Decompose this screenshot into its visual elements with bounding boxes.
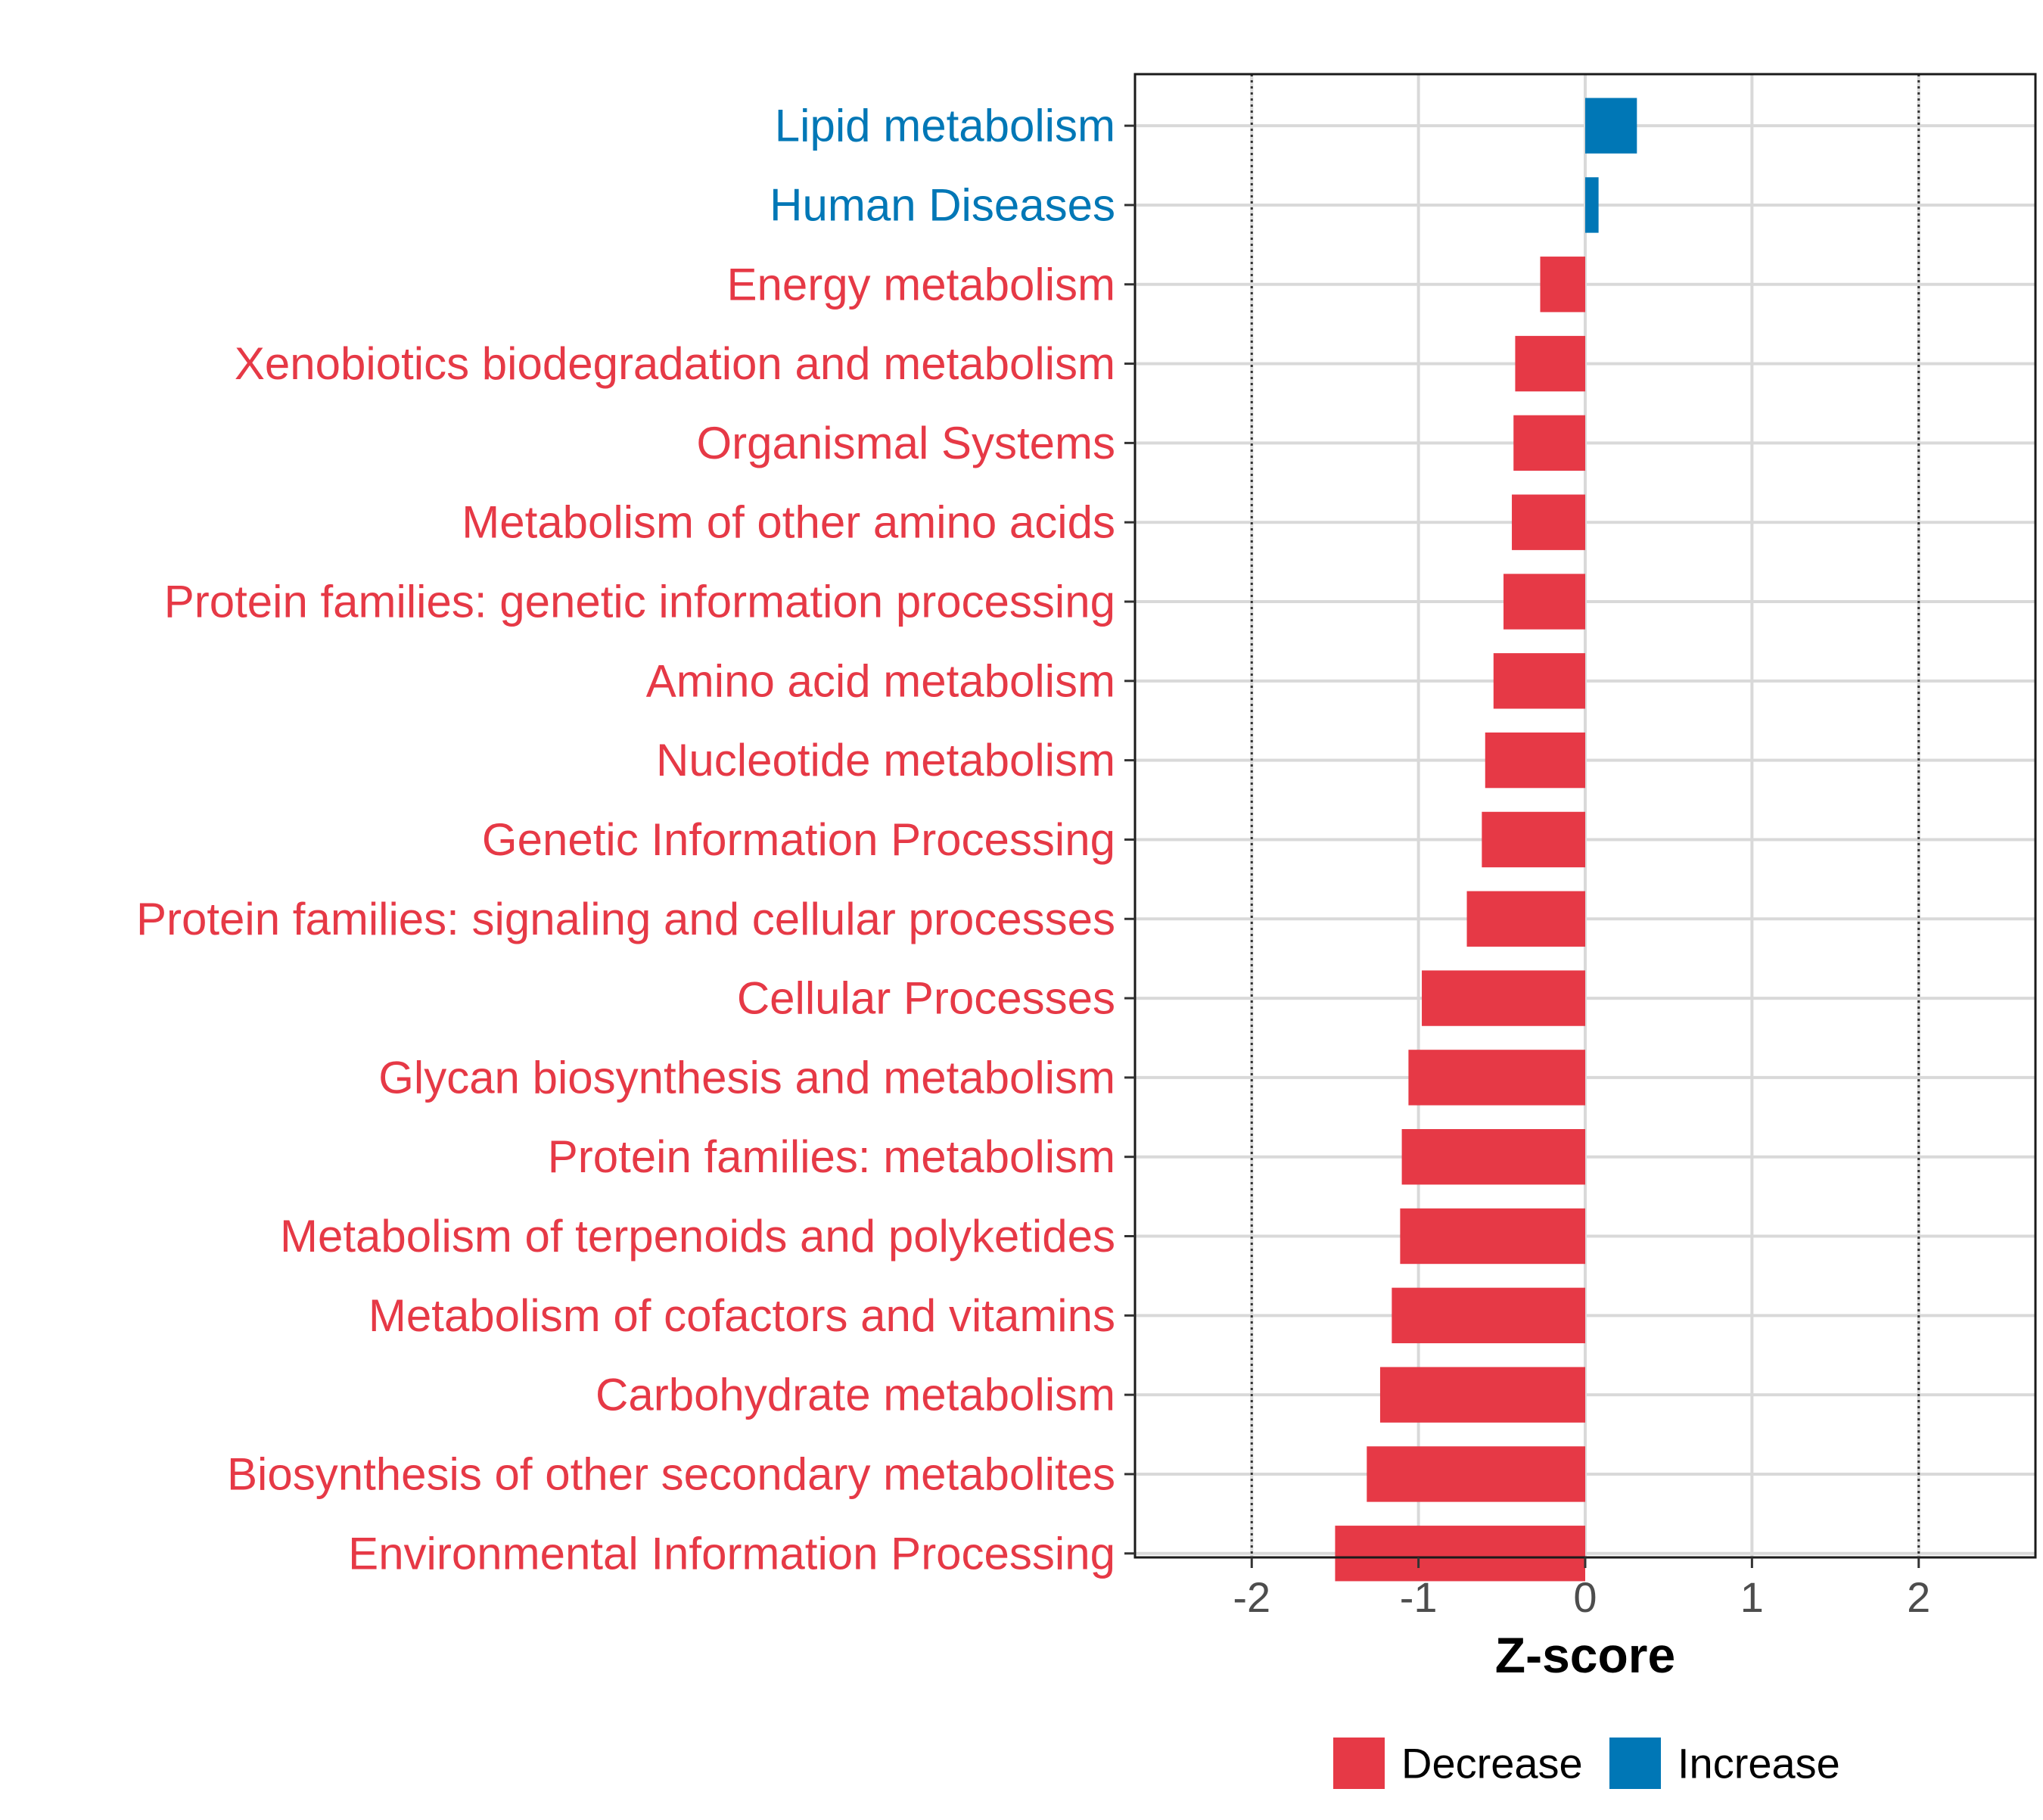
legend: Decrease Increase (1333, 1738, 1840, 1789)
x-tick-label-2: 0 (1573, 1573, 1597, 1621)
legend-swatch-0 (1333, 1738, 1385, 1789)
category-label-9: Genetic Information Processing (482, 814, 1115, 865)
bar-10 (1466, 891, 1585, 947)
legend-swatch-1 (1609, 1738, 1661, 1789)
x-tick-label-0: -2 (1233, 1573, 1270, 1621)
category-label-18: Environmental Information Processing (348, 1528, 1115, 1579)
category-label-13: Protein families: metabolism (548, 1131, 1115, 1182)
bar-0 (1585, 98, 1637, 154)
category-label-14: Metabolism of terpenoids and polyketides (280, 1211, 1115, 1262)
category-label-1: Human Diseases (770, 179, 1115, 230)
bar-14 (1400, 1208, 1585, 1265)
bar-9 (1482, 811, 1585, 868)
category-label-17: Biosynthesis of other secondary metaboli… (227, 1448, 1115, 1499)
bar-12 (1408, 1050, 1585, 1106)
category-label-11: Cellular Processes (737, 973, 1115, 1024)
bar-2 (1540, 257, 1585, 313)
category-label-3: Xenobiotics biodegradation and metabolis… (235, 338, 1115, 389)
category-label-10: Protein families: signaling and cellular… (136, 894, 1115, 944)
category-label-7: Amino acid metabolism (646, 655, 1115, 706)
bar-16 (1379, 1367, 1585, 1423)
bar-5 (1512, 494, 1585, 550)
category-label-0: Lipid metabolism (775, 101, 1115, 151)
category-label-2: Energy metabolism (726, 259, 1115, 310)
x-tick-label-1: -1 (1400, 1573, 1438, 1621)
bar-6 (1503, 574, 1585, 630)
category-label-5: Metabolism of other amino acids (462, 497, 1115, 548)
bar-3 (1515, 335, 1585, 392)
category-label-12: Glycan biosynthesis and metabolism (378, 1052, 1115, 1103)
category-label-6: Protein families: genetic information pr… (164, 577, 1115, 627)
x-axis-title: Z-score (1495, 1627, 1675, 1683)
bar-13 (1401, 1129, 1585, 1185)
bar-1 (1585, 177, 1599, 233)
y-axis: Lipid metabolism Human Diseases Energy met… (136, 101, 1135, 1579)
x-tick-label-4: 2 (1907, 1573, 1930, 1621)
category-label-4: Organismal Systems (697, 418, 1115, 468)
bar-7 (1493, 653, 1585, 709)
category-label-15: Metabolism of cofactors and vitamins (368, 1290, 1115, 1341)
x-tick-label-3: 1 (1740, 1573, 1764, 1621)
x-axis: -2 -1 0 1 2 (1233, 1557, 1930, 1621)
bar-4 (1513, 415, 1585, 471)
bar-11 (1422, 970, 1585, 1026)
bar-18 (1335, 1526, 1585, 1582)
category-label-8: Nucleotide metabolism (656, 735, 1115, 786)
category-label-16: Carbohydrate metabolism (595, 1370, 1115, 1420)
bar-layer (1335, 98, 1637, 1582)
bar-15 (1392, 1287, 1585, 1344)
legend-label-1: Increase (1678, 1740, 1840, 1787)
legend-label-0: Decrease (1401, 1740, 1583, 1787)
bar-17 (1367, 1446, 1585, 1502)
reference-lines (1250, 74, 1920, 1557)
bar-8 (1485, 732, 1585, 789)
